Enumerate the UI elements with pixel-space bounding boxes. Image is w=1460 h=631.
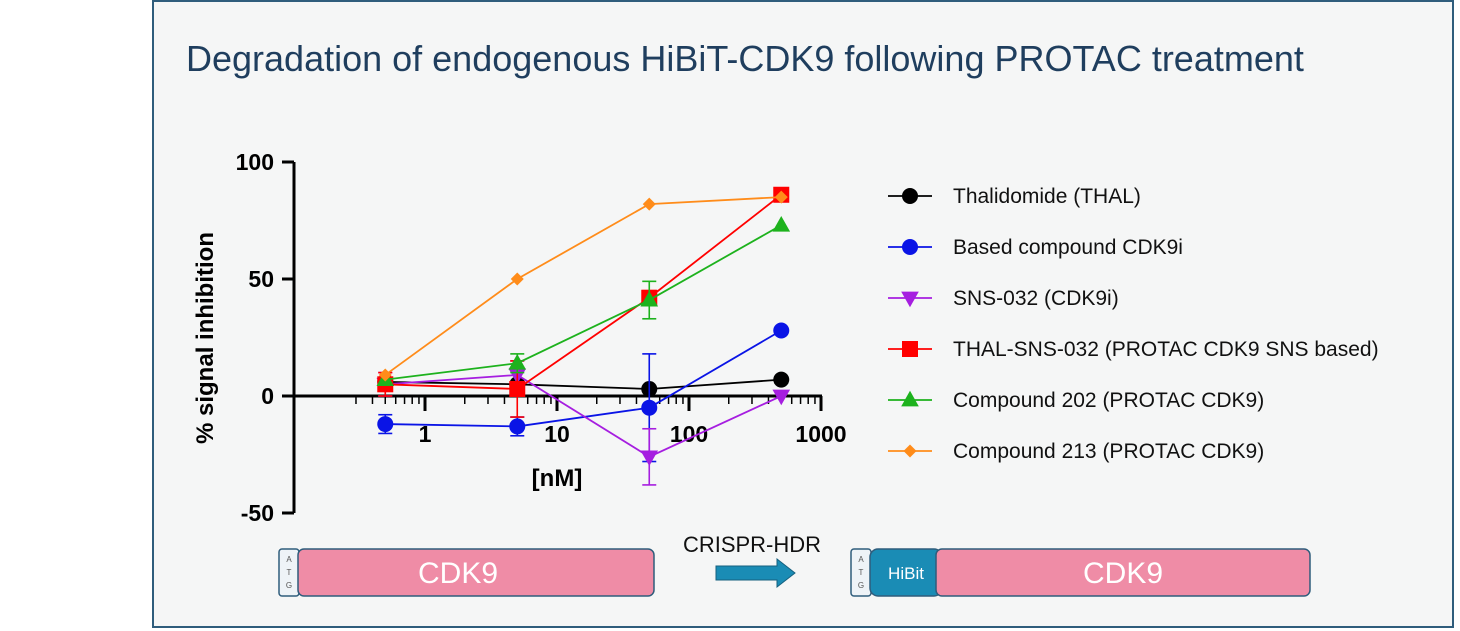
data-point (901, 291, 919, 308)
legend-item: Compound 202 (PROTAC CDK9) (888, 389, 1264, 412)
atg-letter: A (286, 555, 292, 564)
data-point (509, 380, 526, 397)
cdk9-gene-left (297, 548, 655, 597)
series-line (385, 374, 782, 458)
data-point (902, 341, 918, 357)
series-layer (376, 186, 791, 486)
y-tick-label: 50 (248, 266, 274, 292)
series (377, 371, 790, 397)
data-point (772, 389, 791, 406)
chart-axes: -50 0 50 100 1 10 100 1000 [nM] % signal inhibiti… (192, 149, 847, 526)
data-point (640, 290, 659, 307)
legend-item: THAL-SNS-032 (PROTAC CDK9 SNS based) (888, 338, 1379, 361)
atg-letter: T (859, 568, 864, 577)
x-tick-label: 10 (544, 421, 570, 447)
data-point (377, 416, 394, 433)
atg-letter: G (286, 581, 292, 590)
x-tick-label: 100 (670, 421, 708, 447)
data-point (772, 215, 791, 232)
chart-title: Degradation of endogenous HiBiT-CDK9 fol… (186, 38, 1304, 79)
series-line (385, 378, 782, 390)
data-point (773, 371, 790, 388)
data-point (378, 368, 392, 382)
figure-panel: Degradation of endogenous HiBiT-CDK9 fol… (152, 0, 1454, 628)
series (378, 190, 788, 382)
series-line (384, 196, 782, 376)
crispr-label: CRISPR-HDR (683, 532, 821, 557)
cdk9-label-left: CDK9 (418, 557, 498, 590)
x-tick-label: 1000 (795, 421, 846, 447)
y-tick-label: 0 (261, 383, 274, 409)
atg-letter: G (858, 581, 864, 590)
data-point (901, 390, 919, 407)
data-point (773, 322, 790, 339)
legend-label: SNS-032 (CDK9i) (953, 287, 1119, 310)
data-point (509, 418, 526, 435)
legend-label: Thalidomide (THAL) (953, 185, 1141, 208)
atg-letter: A (858, 555, 864, 564)
y-tick-label: 100 (236, 149, 274, 175)
legend-label: Based compound CDK9i (953, 236, 1183, 259)
hibit-label: HiBit (888, 564, 924, 583)
series-line (385, 329, 782, 428)
legend-label: THAL-SNS-032 (PROTAC CDK9 SNS based) (953, 338, 1379, 361)
legend-item: Compound 213 (PROTAC CDK9) (888, 440, 1264, 463)
atg-letter: T (287, 568, 292, 577)
arrow-right-icon (715, 557, 796, 589)
x-tick-label: 1 (419, 421, 432, 447)
series-line (385, 224, 782, 381)
legend-label: Compound 213 (PROTAC CDK9) (953, 440, 1264, 463)
y-tick-label: -50 (241, 500, 274, 526)
series (376, 360, 791, 486)
legend-item: Thalidomide (THAL) (888, 185, 1141, 208)
legend-item: Based compound CDK9i (888, 236, 1183, 259)
gene-diagram: A T G CDK9 CRISPR-HDR A T G HiBit CDK9 (278, 532, 1311, 597)
data-point (903, 444, 917, 458)
cdk9-gene-right (935, 548, 1311, 597)
data-point (641, 399, 658, 416)
data-point (640, 450, 659, 467)
legend-label: Compound 202 (PROTAC CDK9) (953, 389, 1264, 412)
y-axis-label: % signal inhibition (192, 232, 219, 444)
data-point (642, 197, 656, 211)
data-point (510, 272, 524, 286)
data-point (902, 188, 918, 204)
x-axis-label: [nM] (532, 465, 583, 492)
data-point (508, 354, 527, 370)
data-point (774, 190, 788, 204)
series-line (385, 194, 782, 390)
cdk9-label-right: CDK9 (1083, 557, 1163, 590)
data-point (902, 239, 918, 255)
legend: Thalidomide (THAL) Based compound CDK9i SN… (888, 185, 1379, 463)
legend-item: SNS-032 (CDK9i) (888, 287, 1119, 310)
